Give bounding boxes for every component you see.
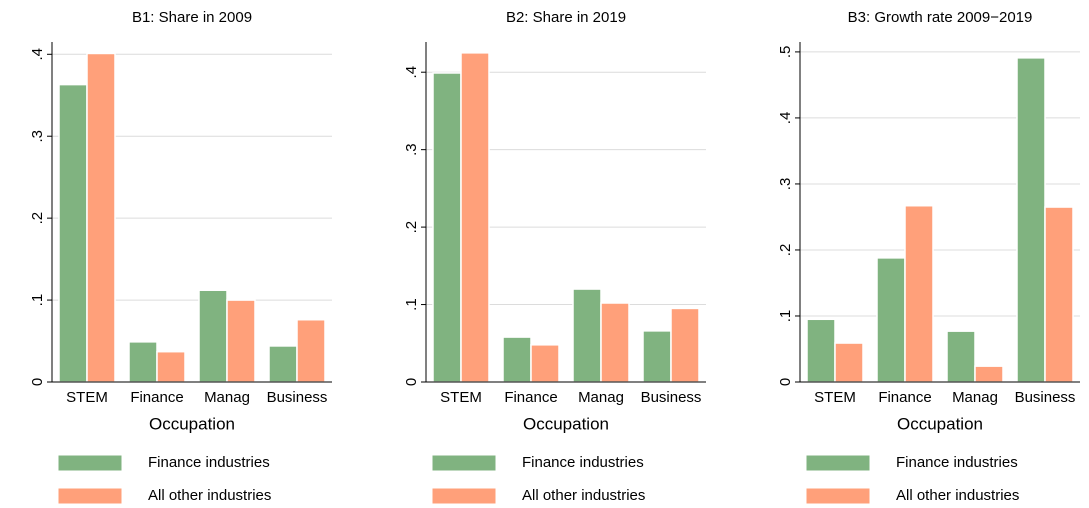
y-tick-label: .3: [29, 130, 46, 143]
bar: [904, 204, 934, 383]
legend-swatch: [57, 454, 123, 472]
y-tick-label: .1: [29, 294, 46, 307]
bar: [876, 257, 906, 383]
bar: [502, 336, 532, 383]
bar: [432, 72, 462, 383]
y-tick-label: .2: [777, 244, 794, 257]
x-axis-label: Occupation: [523, 414, 609, 433]
x-tick-label: STEM: [440, 389, 482, 406]
y-tick-label: .3: [777, 178, 794, 191]
bar: [268, 345, 298, 383]
bar: [946, 330, 976, 383]
bar: [572, 288, 602, 383]
legend-label: All other industries: [148, 487, 271, 504]
bar: [226, 299, 256, 383]
bar: [1016, 57, 1046, 383]
y-tick-label: .1: [777, 310, 794, 323]
y-tick-label: .4: [777, 112, 794, 125]
x-tick-label: Manag: [204, 389, 250, 406]
bar: [460, 52, 490, 383]
legend-label: All other industries: [896, 487, 1019, 504]
bar: [834, 342, 864, 383]
y-tick-label: .2: [29, 212, 46, 225]
bar: [156, 350, 186, 383]
x-tick-label: Finance: [130, 389, 183, 406]
x-tick-label: Finance: [878, 389, 931, 406]
x-axis-label: Occupation: [149, 414, 235, 433]
chart-title: B3: Growth rate 2009−2019: [848, 9, 1033, 26]
x-tick-label: STEM: [814, 389, 856, 406]
x-tick-label: STEM: [66, 389, 108, 406]
y-tick-label: .4: [29, 48, 46, 61]
legend-label: Finance industries: [522, 454, 644, 471]
bar: [600, 302, 630, 383]
x-axis-label: Occupation: [897, 414, 983, 433]
legend-label: Finance industries: [896, 454, 1018, 471]
x-tick-label: Business: [641, 389, 702, 406]
legend-swatch: [431, 487, 497, 505]
bar: [670, 307, 700, 383]
x-tick-label: Business: [267, 389, 328, 406]
legend-swatch: [805, 487, 871, 505]
y-tick-label: .4: [403, 66, 420, 79]
legend-swatch: [431, 454, 497, 472]
bar: [806, 318, 836, 383]
x-tick-label: Finance: [504, 389, 557, 406]
bar: [974, 365, 1004, 383]
x-tick-label: Business: [1015, 389, 1076, 406]
bar: [198, 289, 228, 383]
bar: [86, 52, 116, 383]
chart-title: B2: Share in 2019: [506, 9, 626, 26]
bar: [58, 83, 88, 383]
bar: [1044, 206, 1074, 383]
legend-swatch: [805, 454, 871, 472]
legend-label: Finance industries: [148, 454, 270, 471]
y-tick-label: .3: [403, 143, 420, 156]
legend-swatch: [57, 487, 123, 505]
y-tick-label: 0: [29, 378, 46, 386]
y-tick-label: .2: [403, 221, 420, 234]
y-tick-label: .5: [777, 46, 794, 59]
x-tick-label: Manag: [578, 389, 624, 406]
bar: [530, 344, 560, 383]
y-tick-label: 0: [403, 378, 420, 386]
bar: [128, 341, 158, 383]
y-tick-label: 0: [777, 378, 794, 386]
y-tick-label: .1: [403, 298, 420, 311]
bar: [296, 318, 326, 383]
x-tick-label: Manag: [952, 389, 998, 406]
chart-title: B1: Share in 2009: [132, 9, 252, 26]
legend-label: All other industries: [522, 487, 645, 504]
bar: [642, 330, 672, 383]
